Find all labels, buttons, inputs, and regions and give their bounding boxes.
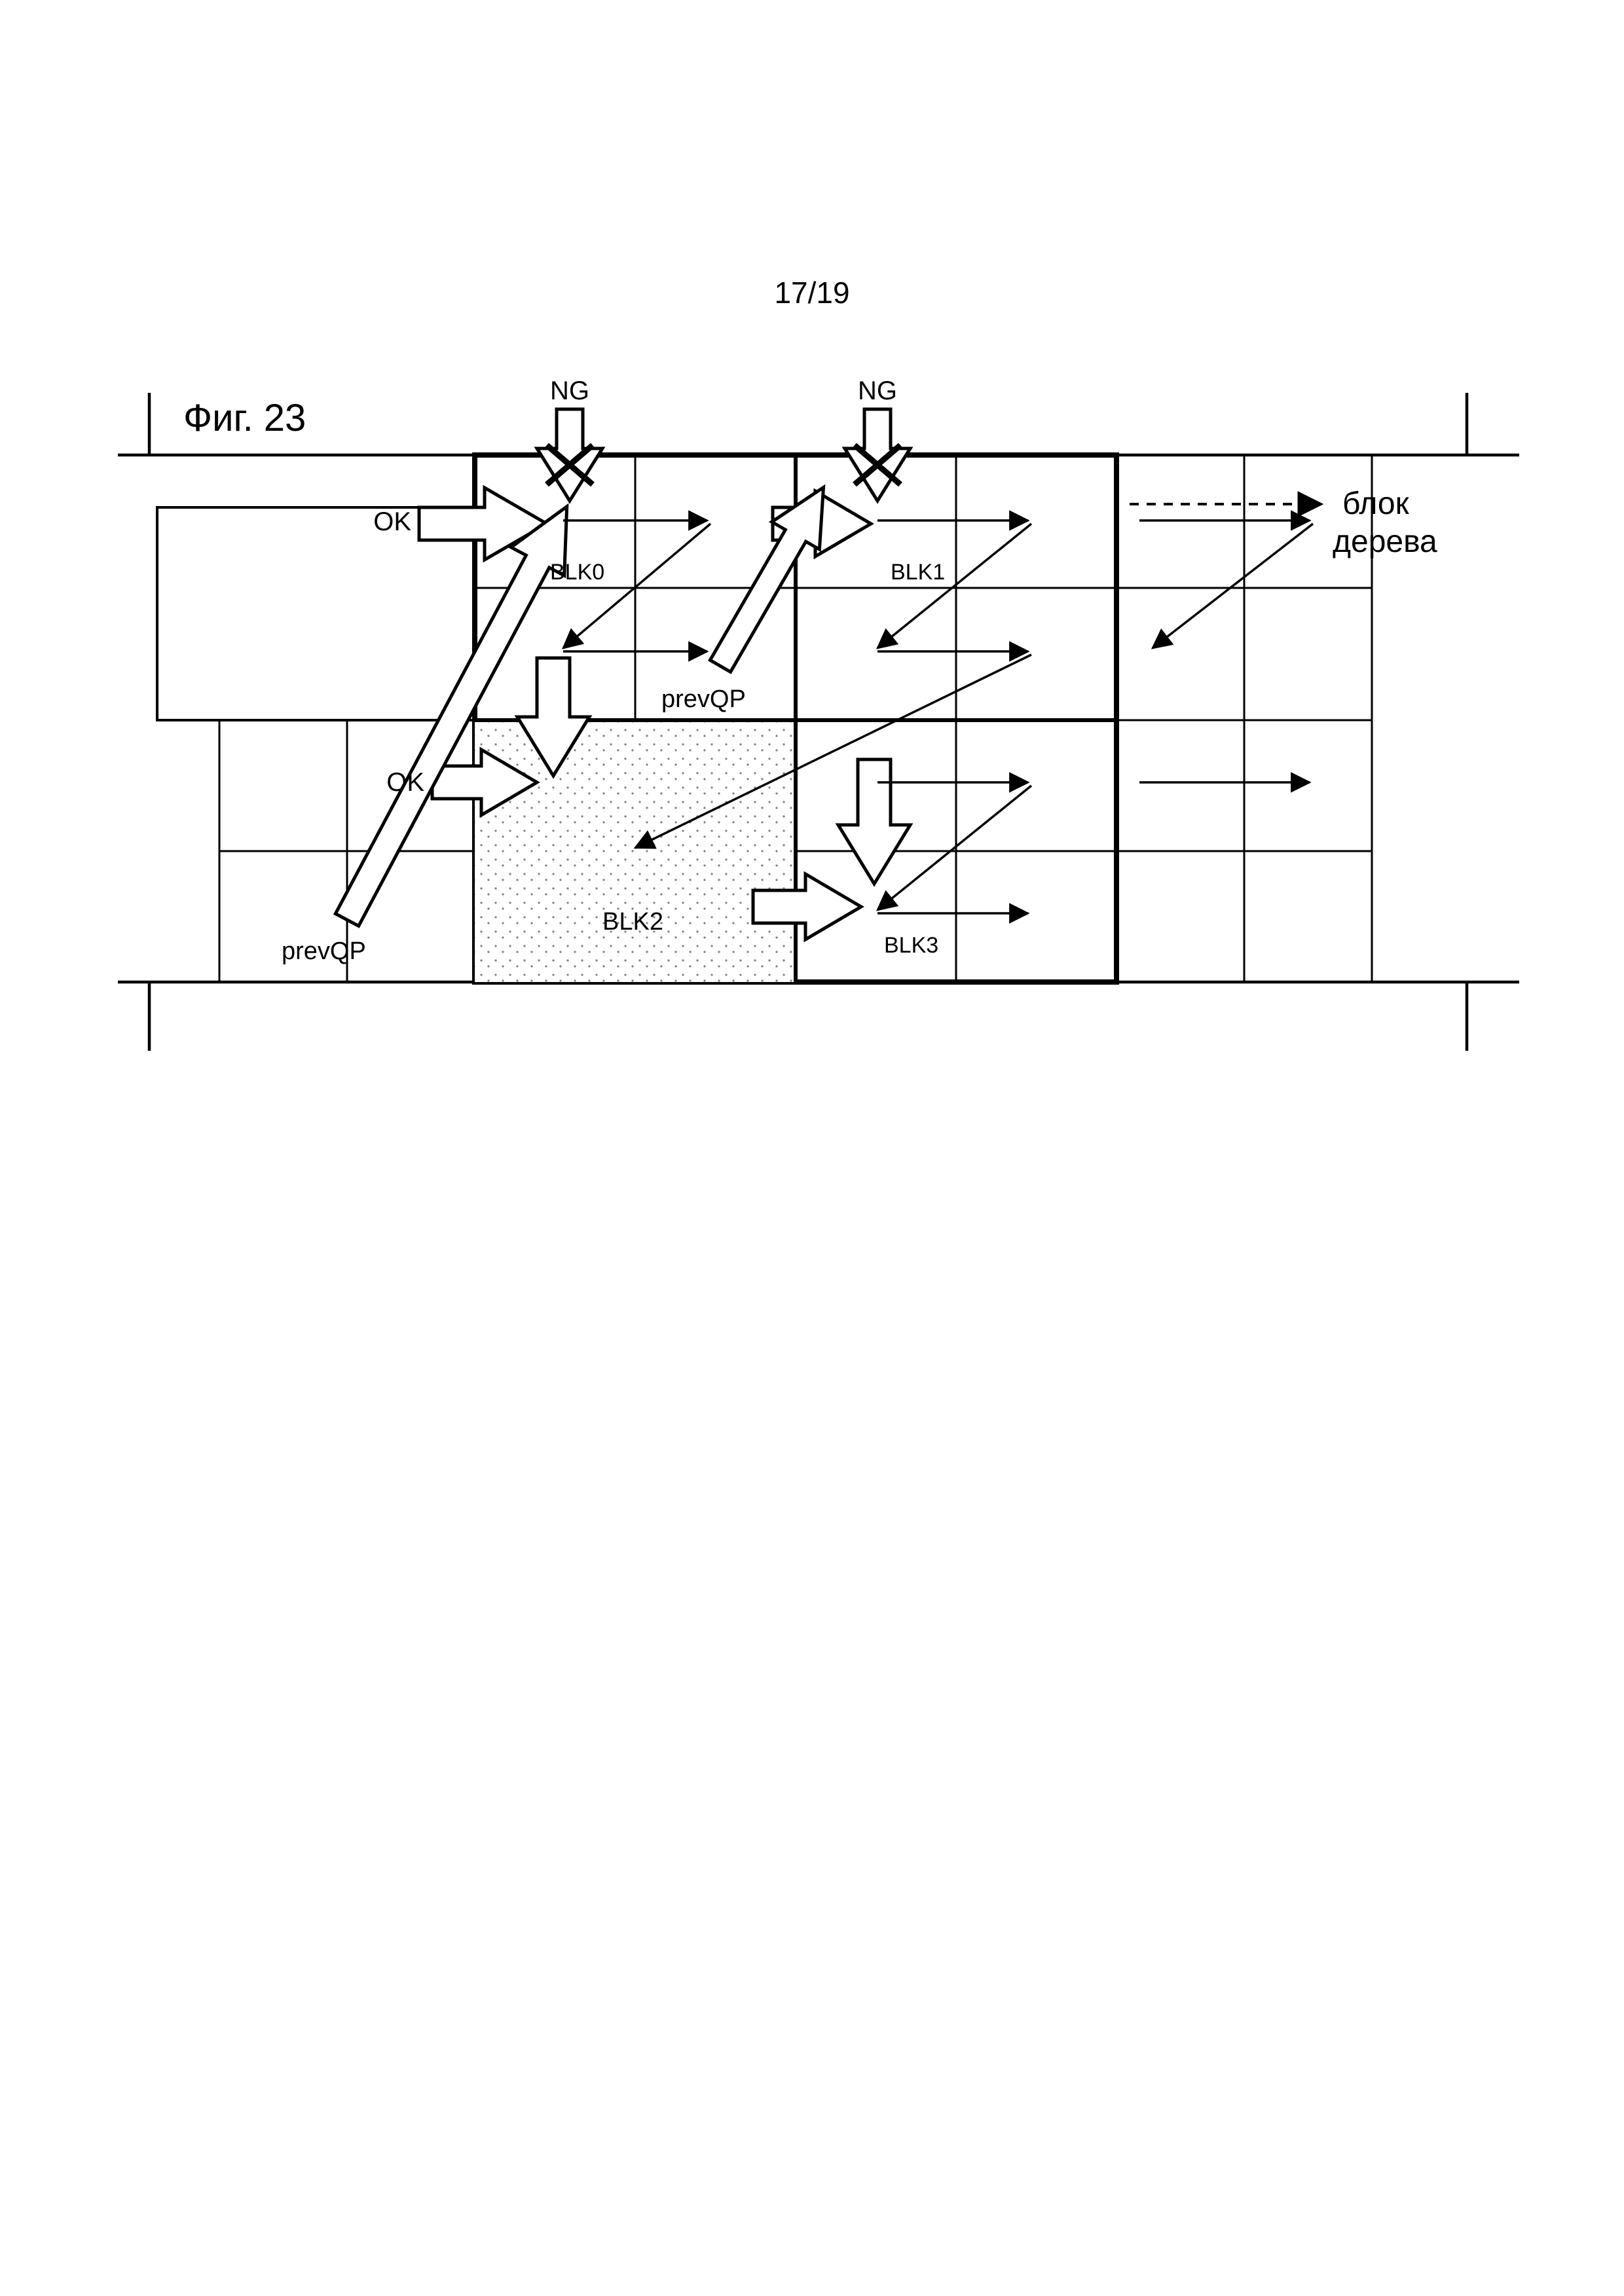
label-tree-block-1: блок: [1342, 486, 1410, 521]
blk2-shaded: [475, 720, 796, 982]
label-tree-block-2: дерева: [1333, 524, 1437, 559]
label-prevqp-bottom: prevQP: [282, 938, 366, 965]
down-arrow-blk3: [838, 759, 910, 884]
label-ng-left: NG: [550, 376, 589, 405]
label-ok-bottom: OK: [386, 768, 424, 797]
ng-arrow-right: [845, 409, 910, 501]
page-number: 17/19: [774, 275, 849, 310]
page: 17/19 Фиг. 23: [0, 0, 1624, 2296]
label-ng-right: NG: [858, 376, 897, 405]
ng-arrow-left: [537, 409, 602, 501]
label-prevqp-mid: prevQP: [661, 685, 746, 713]
label-blk1: BLK1: [891, 560, 945, 585]
label-blk0: BLK0: [550, 560, 604, 585]
label-ok-top: OK: [373, 507, 411, 536]
label-blk3: BLK3: [884, 933, 938, 958]
figure-23-diagram: NG NG OK OK BLK0 BLK1 BLK2 BLK3 prevQP p…: [118, 367, 1519, 1087]
label-blk2: BLK2: [602, 908, 663, 936]
